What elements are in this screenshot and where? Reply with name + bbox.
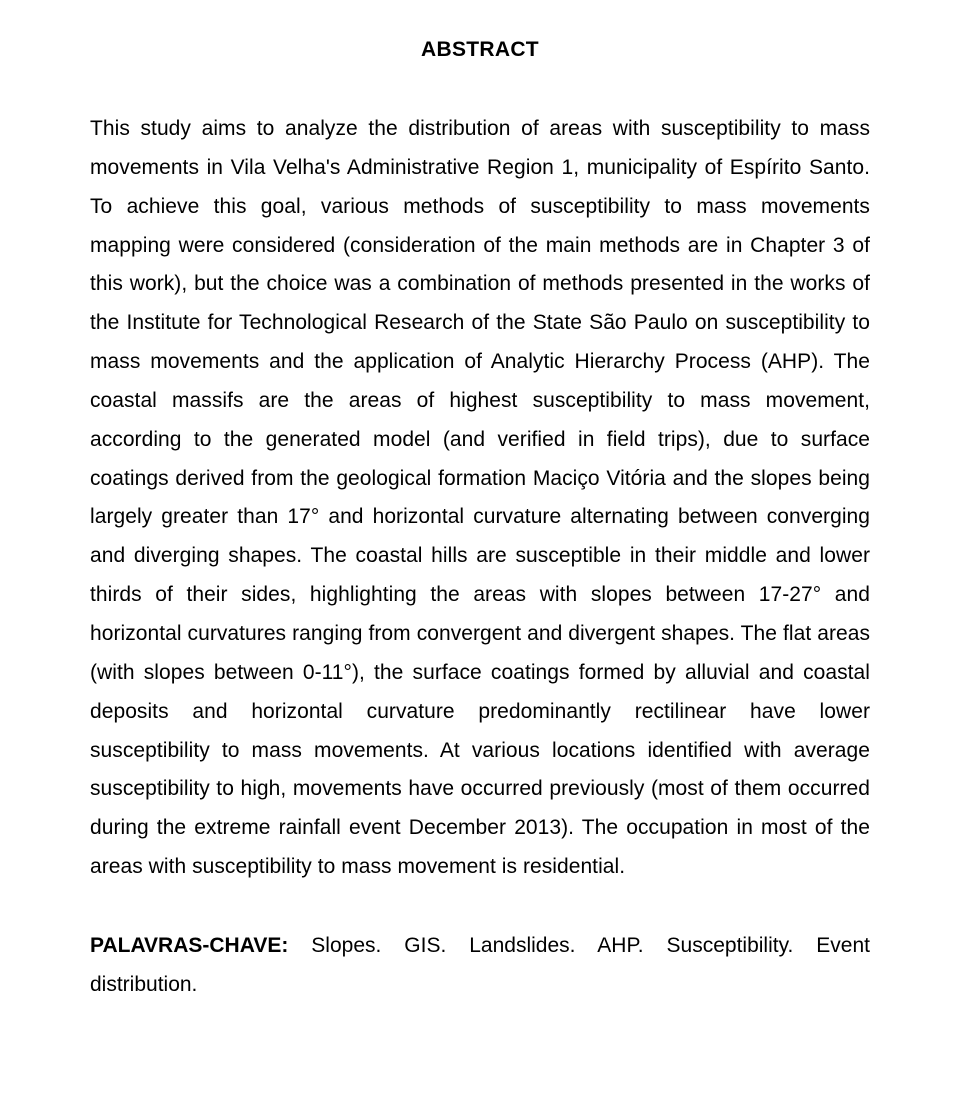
keywords-label: PALAVRAS-CHAVE: bbox=[90, 934, 288, 957]
keywords-line: PALAVRAS-CHAVE: Slopes. GIS. Landslides.… bbox=[90, 927, 870, 1005]
abstract-body: This study aims to analyze the distribut… bbox=[90, 110, 870, 887]
page: ABSTRACT This study aims to analyze the … bbox=[0, 0, 960, 1109]
abstract-title: ABSTRACT bbox=[90, 38, 870, 62]
